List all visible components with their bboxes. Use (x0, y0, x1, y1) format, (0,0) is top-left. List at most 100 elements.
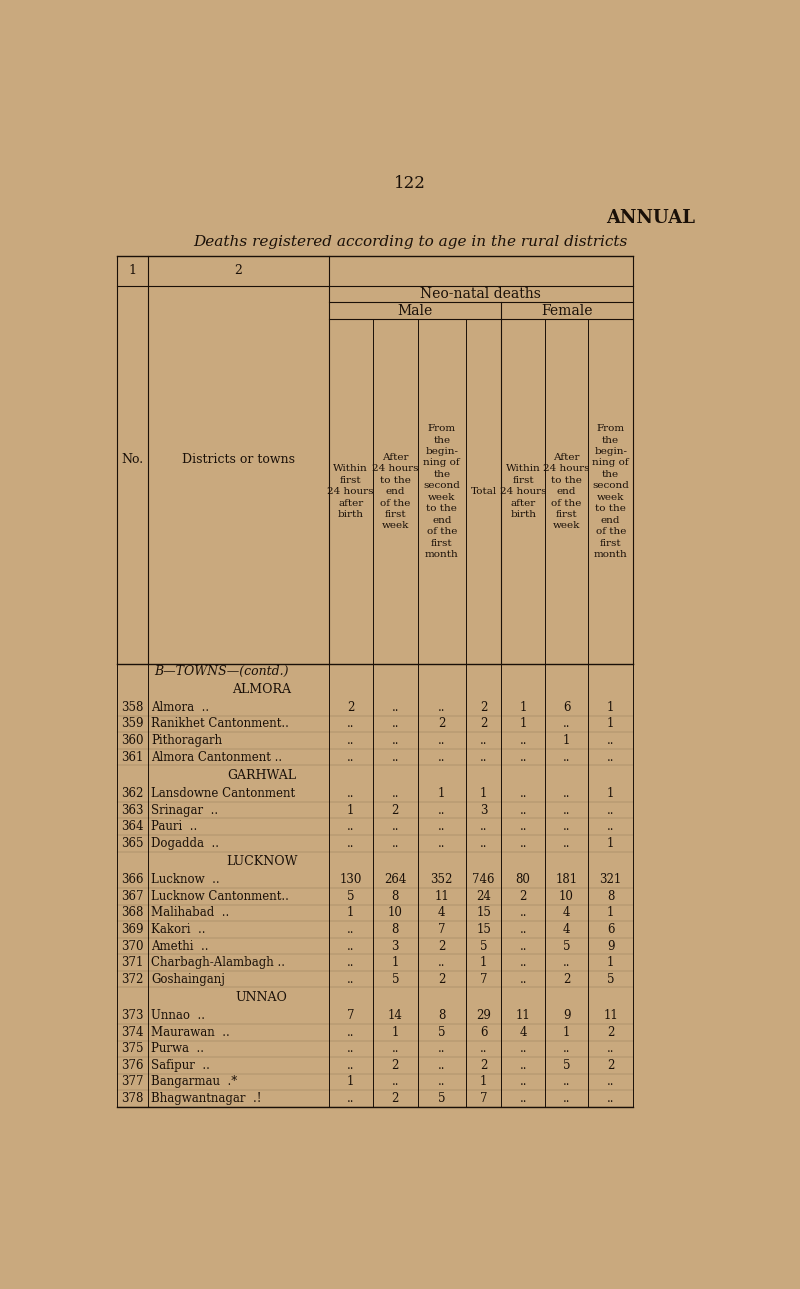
Text: 15: 15 (476, 906, 491, 919)
Text: ..: .. (347, 1043, 354, 1056)
Text: ..: .. (519, 820, 527, 833)
Text: ..: .. (519, 1058, 527, 1072)
Text: Bhagwantnagar  .!: Bhagwantnagar .! (151, 1092, 262, 1105)
Text: ..: .. (347, 1058, 354, 1072)
Text: Unnao  ..: Unnao .. (151, 1009, 205, 1022)
Text: ..: .. (438, 701, 446, 714)
Text: ..: .. (438, 803, 446, 817)
Text: ..: .. (607, 1092, 614, 1105)
Text: ..: .. (438, 1075, 446, 1088)
Text: 375: 375 (122, 1043, 144, 1056)
Text: 4: 4 (562, 906, 570, 919)
Text: 365: 365 (122, 837, 144, 849)
Text: 14: 14 (388, 1009, 402, 1022)
Text: ..: .. (519, 956, 527, 969)
Text: ..: .. (438, 733, 446, 746)
Text: 1: 1 (480, 956, 487, 969)
Text: ..: .. (519, 940, 527, 953)
Text: ..: .. (347, 750, 354, 763)
Text: 1: 1 (563, 1026, 570, 1039)
Text: ..: .. (519, 1075, 527, 1088)
Text: ..: .. (519, 733, 527, 746)
Text: ..: .. (391, 837, 399, 849)
Text: GARHWAL: GARHWAL (227, 768, 296, 782)
Text: 24: 24 (476, 889, 491, 902)
Text: ..: .. (562, 837, 570, 849)
Text: 2: 2 (391, 1058, 399, 1072)
Text: 1: 1 (347, 1075, 354, 1088)
Text: 1: 1 (438, 788, 446, 800)
Text: 1: 1 (519, 718, 527, 731)
Text: ..: .. (562, 803, 570, 817)
Text: 122: 122 (394, 175, 426, 192)
Text: 181: 181 (555, 874, 578, 887)
Text: 1: 1 (607, 837, 614, 849)
Text: ..: .. (391, 1043, 399, 1056)
Text: ..: .. (391, 733, 399, 746)
Text: ..: .. (562, 718, 570, 731)
Text: Kakori  ..: Kakori .. (151, 923, 206, 936)
Text: 378: 378 (122, 1092, 144, 1105)
Text: 2: 2 (438, 973, 446, 986)
Text: 2: 2 (480, 701, 487, 714)
Text: 8: 8 (391, 923, 399, 936)
Text: ..: .. (519, 906, 527, 919)
Text: 1: 1 (607, 788, 614, 800)
Text: ..: .. (347, 733, 354, 746)
Text: ..: .. (347, 1026, 354, 1039)
Text: From
the
begin-
ning of
the
second
week
to the
end
of the
first
month: From the begin- ning of the second week … (423, 424, 460, 559)
Text: 371: 371 (122, 956, 144, 969)
Text: 5: 5 (438, 1026, 446, 1039)
Text: ..: .. (347, 837, 354, 849)
Text: ..: .. (347, 718, 354, 731)
Text: ..: .. (519, 837, 527, 849)
Text: 4: 4 (519, 1026, 527, 1039)
Text: 2: 2 (563, 973, 570, 986)
Text: Almora Cantonment ..: Almora Cantonment .. (151, 750, 282, 763)
Text: ..: .. (607, 750, 614, 763)
Text: 4: 4 (562, 923, 570, 936)
Text: 2: 2 (391, 803, 399, 817)
Text: ..: .. (562, 788, 570, 800)
Text: 11: 11 (516, 1009, 530, 1022)
Text: ..: .. (519, 923, 527, 936)
Text: Lansdowne Cantonment: Lansdowne Cantonment (151, 788, 295, 800)
Text: ..: .. (519, 973, 527, 986)
Text: Dogadda  ..: Dogadda .. (151, 837, 219, 849)
Text: ..: .. (562, 1075, 570, 1088)
Text: From
the
begin-
ning of
the
second
week
to the
end
of the
first
month: From the begin- ning of the second week … (592, 424, 629, 559)
Text: ..: .. (438, 1043, 446, 1056)
Text: ..: .. (562, 820, 570, 833)
Text: 2: 2 (391, 1092, 399, 1105)
Text: Lucknow  ..: Lucknow .. (151, 874, 220, 887)
Text: Safipur  ..: Safipur .. (151, 1058, 210, 1072)
Text: ..: .. (347, 788, 354, 800)
Text: 7: 7 (347, 1009, 354, 1022)
Text: ..: .. (438, 956, 446, 969)
Text: ALMORA: ALMORA (232, 683, 291, 696)
Text: Pauri  ..: Pauri .. (151, 820, 198, 833)
Text: ..: .. (480, 1043, 487, 1056)
Text: 6: 6 (480, 1026, 487, 1039)
Text: ..: .. (438, 820, 446, 833)
Text: UNNAO: UNNAO (236, 991, 287, 1004)
Text: Srinagar  ..: Srinagar .. (151, 803, 218, 817)
Text: ..: .. (480, 733, 487, 746)
Text: ..: .. (480, 820, 487, 833)
Text: Lucknow Cantonment..: Lucknow Cantonment.. (151, 889, 289, 902)
Text: ..: .. (480, 837, 487, 849)
Text: Within
first
24 hours
after
birth: Within first 24 hours after birth (327, 464, 374, 519)
Text: ..: .. (438, 837, 446, 849)
Text: ..: .. (438, 750, 446, 763)
Text: After
24 hours
to the
end
of the
first
week: After 24 hours to the end of the first w… (372, 452, 418, 530)
Text: 376: 376 (122, 1058, 144, 1072)
Text: Charbagh-Alambagh ..: Charbagh-Alambagh .. (151, 956, 285, 969)
Text: 10: 10 (559, 889, 574, 902)
Text: ..: .. (562, 956, 570, 969)
Text: 1: 1 (607, 906, 614, 919)
Text: 372: 372 (122, 973, 144, 986)
Text: Districts or towns: Districts or towns (182, 454, 295, 467)
Text: ..: .. (391, 820, 399, 833)
Text: ..: .. (519, 1092, 527, 1105)
Text: 8: 8 (607, 889, 614, 902)
